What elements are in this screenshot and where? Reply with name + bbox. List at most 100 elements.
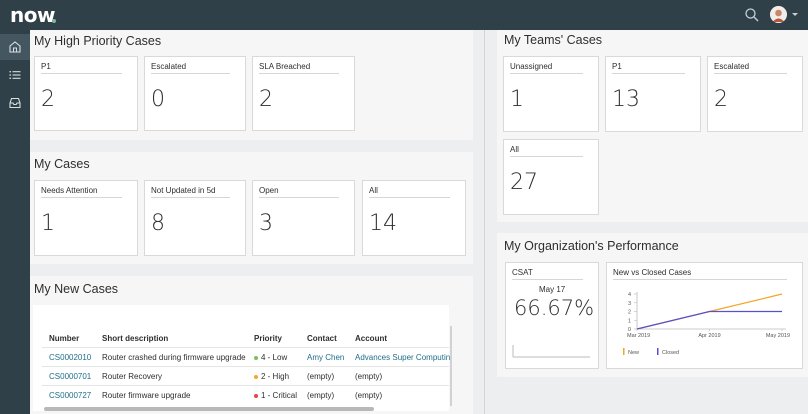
column-header-account[interactable]: Account	[355, 334, 387, 343]
card-label: All	[369, 186, 378, 195]
csat-card[interactable]: CSAT May 17 66.67%	[505, 262, 599, 369]
legend-label-new: New	[628, 350, 639, 356]
table-header-divider	[42, 347, 449, 348]
card-value: 2	[714, 87, 728, 112]
card-label: Not Updated in 5d	[151, 186, 216, 195]
panel-title: My New Cases	[34, 282, 119, 296]
table-row-divider	[42, 366, 449, 367]
card-label: P1	[612, 62, 622, 71]
card-divider	[41, 73, 122, 74]
card-divider	[41, 197, 122, 198]
sidebar-item-inbox[interactable]	[0, 90, 30, 116]
search-icon[interactable]	[744, 7, 760, 23]
logo-dot	[52, 19, 56, 23]
horizontal-scrollbar[interactable]	[44, 407, 374, 411]
card-divider	[510, 156, 583, 157]
table-row-divider	[42, 385, 449, 386]
legend-swatch-new	[623, 348, 625, 355]
kpi-card-unassigned[interactable]: Unassigned 1	[503, 56, 599, 132]
panel-title: My Teams' Cases	[504, 33, 603, 47]
priority-label: 2 - High	[261, 372, 290, 381]
column-divider	[484, 30, 485, 414]
account-link[interactable]: Advances Super Computing	[355, 353, 450, 362]
kpi-card-all[interactable]: All 14	[362, 180, 466, 256]
priority-dot-icon	[254, 393, 258, 398]
account-value: (empty)	[355, 372, 383, 381]
top-bar: now	[0, 0, 808, 30]
card-label: Unassigned	[510, 62, 553, 71]
card-value: 1	[510, 87, 524, 112]
kpi-card-needs-attention[interactable]: Needs Attention 1	[34, 180, 138, 256]
kpi-card-p1[interactable]: P1 2	[34, 56, 138, 131]
priority-label: 1 - Critical	[261, 391, 298, 400]
x-tick-label: Apr 2019	[698, 333, 720, 339]
card-label: Escalated	[151, 62, 187, 71]
sidebar-item-home[interactable]	[0, 34, 30, 60]
card-value: 3	[259, 211, 273, 236]
card-value: 14	[369, 211, 397, 236]
card-divider	[151, 197, 230, 198]
app-logo[interactable]: now	[10, 3, 55, 27]
priority-dot-icon	[254, 374, 258, 379]
panel-title: My High Priority Cases	[34, 34, 162, 48]
case-number-link[interactable]: CS0002010	[49, 353, 92, 362]
csat-value: 66.67%	[514, 296, 595, 320]
card-divider	[612, 73, 685, 74]
column-header-priority[interactable]: Priority	[254, 334, 283, 343]
new-vs-closed-chart: 0 1 2 3 4 Mar 2019 Apr 2019 May 2019 New Closed	[623, 292, 790, 356]
new-vs-closed-chart-card[interactable]: New vs Closed Cases 0 1 2 3 4 Mar 2019 Apr 201…	[606, 262, 803, 369]
case-number-link[interactable]: CS0000727	[49, 391, 92, 400]
x-tick-label: May 2019	[766, 333, 790, 339]
column-header-number[interactable]: Number	[49, 334, 80, 343]
card-value: 2	[259, 87, 273, 112]
card-label: Needs Attention	[41, 186, 98, 195]
priority-dot-icon	[254, 355, 258, 360]
card-value: 2	[41, 87, 55, 112]
panel-title: My Organization's Performance	[504, 239, 679, 253]
card-value: 13	[612, 87, 640, 112]
legend-label-closed: Closed	[662, 350, 679, 356]
y-tick-label: 1	[628, 318, 631, 324]
y-tick-label: 4	[628, 292, 631, 298]
kpi-card-team-p1[interactable]: P1 13	[605, 56, 701, 132]
card-value: 1	[41, 211, 55, 236]
list-icon	[9, 71, 21, 79]
kpi-card-team-escalated[interactable]: Escalated 2	[707, 56, 803, 132]
chart-title: New vs Closed Cases	[613, 268, 692, 277]
case-description: Router Recovery	[102, 372, 163, 381]
kpi-card-open[interactable]: Open 3	[252, 180, 355, 256]
sidebar-item-list[interactable]	[0, 62, 30, 88]
column-header-contact[interactable]: Contact	[307, 334, 337, 343]
csat-date: May 17	[539, 285, 566, 294]
card-label: Open	[259, 186, 279, 195]
card-divider	[510, 73, 583, 74]
priority-label: 4 - Low	[261, 353, 288, 362]
panel-title: My Cases	[34, 157, 90, 171]
card-label: All	[510, 145, 519, 154]
vertical-scrollbar[interactable]	[450, 326, 452, 406]
home-icon	[9, 41, 21, 53]
case-priority: 2 - High	[254, 372, 289, 381]
case-number-link[interactable]: CS0000701	[49, 372, 92, 381]
y-tick-label: 0	[628, 327, 631, 333]
kpi-card-team-all[interactable]: All 27	[503, 139, 599, 215]
sidebar	[0, 30, 30, 414]
y-tick-label: 2	[628, 310, 631, 316]
chevron-down-icon[interactable]	[790, 9, 800, 19]
card-label: SLA Breached	[259, 62, 311, 71]
card-divider	[151, 73, 230, 74]
contact-link[interactable]: Amy Chen	[307, 353, 345, 362]
case-description: Router firmware upgrade	[102, 391, 191, 400]
column-header-description[interactable]: Short description	[102, 334, 169, 343]
card-divider	[613, 279, 787, 280]
x-tick-label: Mar 2019	[627, 333, 650, 339]
contact-value: (empty)	[307, 391, 335, 400]
series-line-closed	[636, 310, 782, 330]
card-divider	[259, 197, 339, 198]
card-value: 8	[151, 211, 165, 236]
user-avatar[interactable]	[770, 6, 787, 23]
kpi-card-escalated[interactable]: Escalated 0	[144, 56, 246, 131]
kpi-card-sla-breached[interactable]: SLA Breached 2	[252, 56, 355, 131]
kpi-card-not-updated[interactable]: Not Updated in 5d 8	[144, 180, 246, 256]
card-label: P1	[41, 62, 51, 71]
